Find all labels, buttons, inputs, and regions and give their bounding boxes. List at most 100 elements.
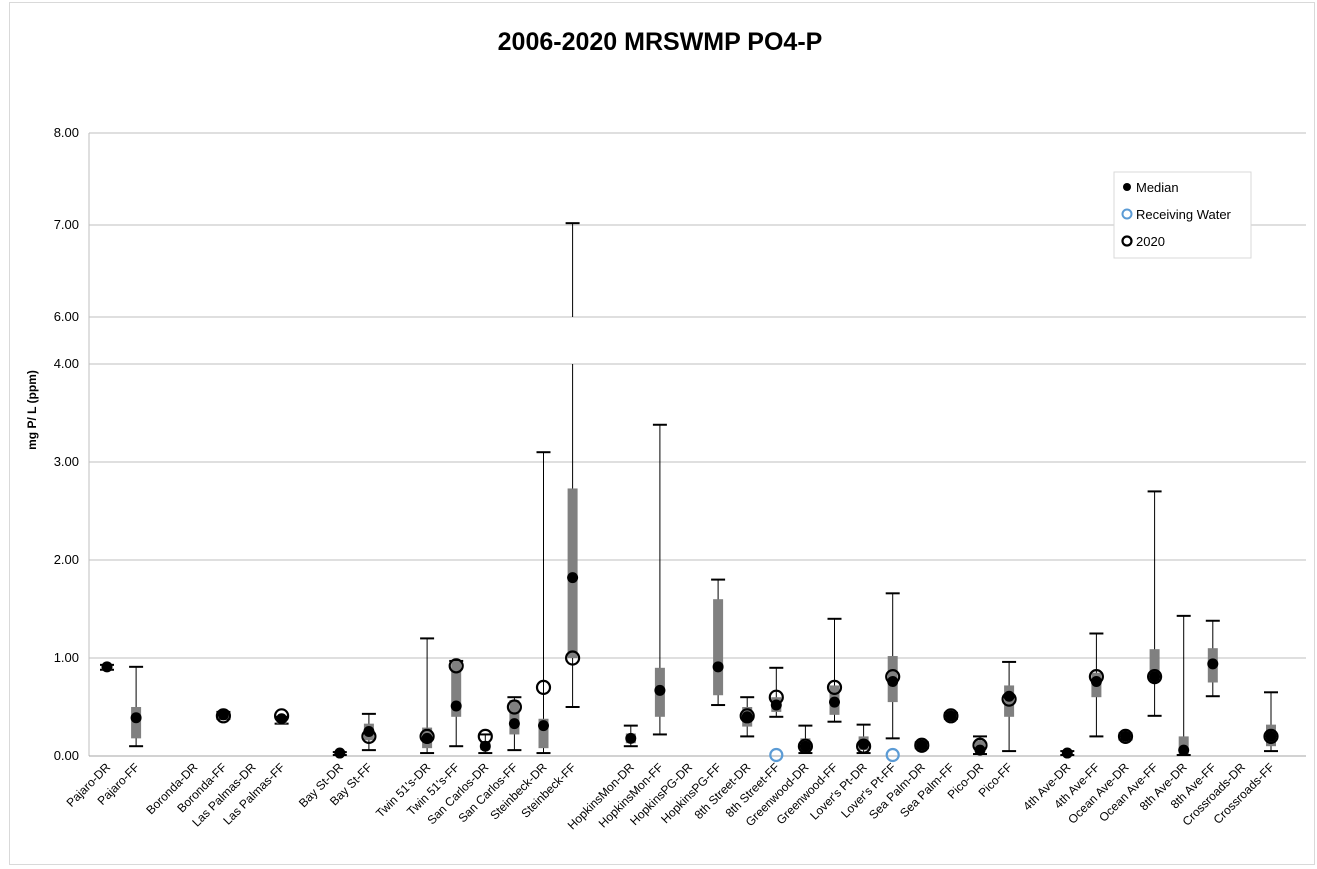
site-box [943,708,959,724]
year-2020-marker [1263,728,1279,745]
site-box [914,737,930,753]
legend-2020-label: 2020 [1136,234,1165,249]
y-axis-tick-labels: 0.00 1.00 2.00 3.00 4.00 6.00 7.00 8.00 [54,125,79,763]
median-marker [1265,730,1277,742]
year-2020-marker [914,737,930,753]
y-tick-label: 1.00 [54,650,79,665]
median-marker [887,676,899,688]
median-marker [1061,747,1073,759]
year-2020-marker [1001,691,1017,707]
median-marker [363,726,375,737]
chart-frame [9,2,1315,865]
year-2020-marker [826,679,843,696]
year-2020-marker [448,658,464,674]
median-marker [741,711,753,723]
year-2020-marker [419,728,435,745]
year-2020-marker [739,708,755,724]
median-marker [712,661,724,673]
y-tick-label: 4.00 [54,356,79,371]
site-box [1205,619,1220,698]
gridlines [88,132,1306,757]
y-tick-label: 0.00 [54,748,79,763]
y-axis-label: mg P/ L (ppm) [25,370,39,450]
site-box [332,747,347,759]
site-box [1146,490,1163,717]
site-box [768,666,784,763]
year-2020-marker [885,669,901,685]
year-2020-marker [477,728,493,745]
site-box [1263,691,1279,753]
site-box [885,592,901,763]
median-marker [1120,730,1131,742]
median-marker [508,718,520,730]
median-marker [1090,676,1102,688]
receiving-water-marker [885,747,900,763]
legend-median-marker [1123,183,1131,191]
y-tick-label: 3.00 [54,454,79,469]
site-box [100,661,114,673]
year-2020-marker [274,708,290,724]
site-box [361,712,377,752]
median-marker [538,720,549,732]
y-tick-label: 8.00 [54,125,79,140]
site-box [448,658,464,748]
iqr-box [509,700,520,735]
legend: Median Receiving Water 2020 [1113,171,1252,259]
median-marker [334,747,346,759]
y-tick-label: 6.00 [54,309,79,324]
year-2020-marker [564,650,581,666]
median-marker [101,661,113,673]
year-2020-marker [1088,669,1105,685]
legend-median-label: Median [1136,180,1179,195]
y-tick-label: 2.00 [54,552,79,567]
year-2020-marker [972,737,988,753]
iqr-box [451,660,462,717]
iqr-box [538,718,549,749]
year-2020-marker [1146,669,1163,685]
year-2020-marker [943,708,959,724]
median-marker [799,740,811,752]
site-box [855,723,872,755]
site-box [1060,747,1075,759]
box-plot-marks [100,222,1279,763]
site-box [1117,728,1134,745]
median-marker [625,732,637,744]
median-marker [945,710,957,722]
site-box [564,222,581,708]
legend-receiving-marker [1121,208,1133,220]
site-box [711,578,726,707]
legend-box [1113,171,1252,259]
site-box [972,735,988,756]
site-box [274,708,290,725]
site-box [739,696,755,738]
year-2020-marker [361,728,377,745]
median-marker [829,696,840,708]
site-box [652,423,667,736]
legend-2020-marker [1121,235,1133,247]
year-2020-marker [855,738,872,754]
year-2020-marker [215,708,231,724]
site-box [1088,632,1105,738]
chart-title: 2006-2020 MRSWMP PO4-P [498,28,823,56]
median-marker [1178,744,1190,756]
y-tick-label: 7.00 [54,217,79,232]
receiving-water-marker [769,747,784,763]
median-marker [654,684,666,696]
site-box [535,451,552,755]
median-marker [567,572,579,584]
site-box [419,637,435,755]
iqr-box [1149,649,1160,683]
median-marker [217,709,229,721]
site-box [797,724,814,755]
site-box [826,617,843,723]
site-box [129,665,144,748]
iqr-box [713,599,724,696]
year-2020-marker [1117,728,1134,745]
site-box [1176,614,1191,757]
year-2020-marker [768,689,784,705]
legend-receiving-label: Receiving Water [1136,207,1232,222]
year-2020-marker [797,738,814,754]
site-box [506,696,523,752]
